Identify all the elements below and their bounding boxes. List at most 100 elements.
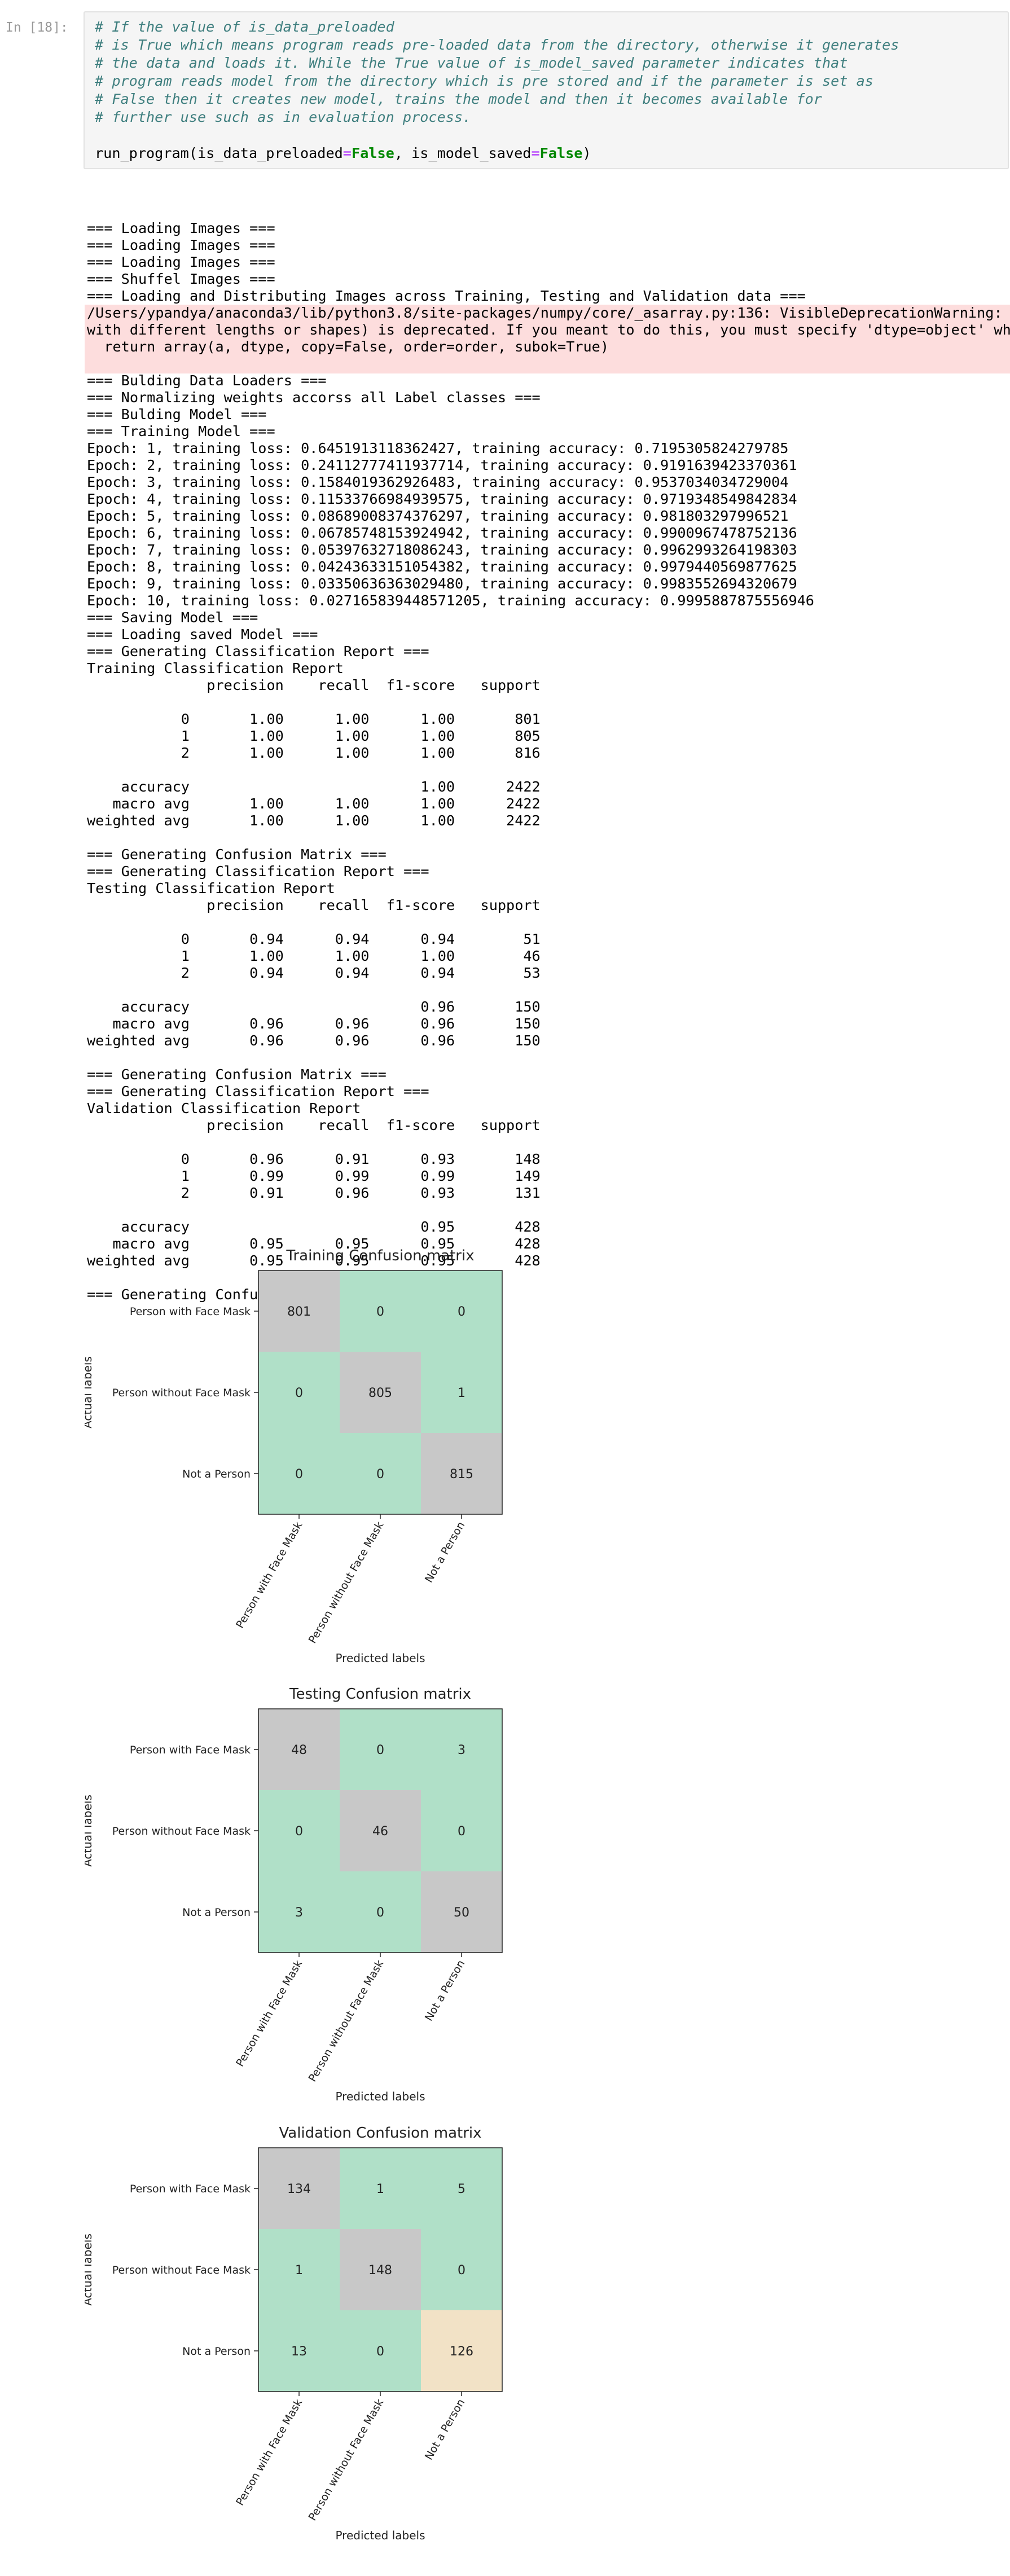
y-tick-label: Person without Face Mask — [112, 2264, 251, 2276]
matrix-cell-value: 0 — [376, 1467, 384, 1482]
matrix-cell-value: 48 — [291, 1743, 307, 1757]
matrix-cell — [421, 1271, 502, 1352]
code-comment-line: # is True which means program reads pre-… — [95, 37, 899, 53]
x-tick-label: Person with Face Mask — [234, 2397, 305, 2508]
matrix-cell-value: 0 — [295, 1825, 303, 1839]
y-tick-label: Person with Face Mask — [130, 2183, 251, 2195]
y-tick-label: Person without Face Mask — [112, 1825, 251, 1838]
matrix-cell-value: 0 — [376, 1743, 384, 1757]
stdout-before-warning: === Loading Images === === Loading Image… — [87, 220, 806, 304]
x-tick-label: Person with Face Mask — [234, 1520, 305, 1630]
matrix-cell-value: 46 — [372, 1825, 388, 1839]
matrix-cell — [258, 1790, 340, 1871]
matrix-cell — [421, 2148, 502, 2229]
y-axis-label: Actual labels — [85, 2234, 94, 2306]
matrix-cell — [258, 1871, 340, 1953]
matrix-cell-value: 0 — [376, 1305, 384, 1319]
code-comment-line: # If the value of is_data_preloaded — [95, 19, 394, 35]
x-tick-label: Not a Person — [423, 1958, 467, 2024]
matrix-cell-value: 0 — [376, 2345, 384, 2359]
code-comment-line: # further use such as in evaluation proc… — [95, 109, 472, 125]
testing-confusion-matrix-chart: Testing Confusion matrix 48 0 3 0 46 0 3 0 50 Pers… — [85, 1686, 503, 2103]
y-tick-label: Not a Person — [182, 2345, 251, 2358]
matrix-cell-value: 148 — [368, 2263, 392, 2278]
y-tick-label: Person without Face Mask — [112, 1387, 251, 1399]
matrix-cell-value: 1 — [295, 2263, 303, 2278]
matrix-cell — [340, 2229, 421, 2310]
matrix-cell-value: 3 — [458, 1743, 466, 1757]
matrix-cell — [421, 1790, 502, 1871]
code-editor[interactable]: # If the value of is_data_preloaded # is … — [95, 18, 899, 162]
y-tick-label: Person with Face Mask — [130, 1744, 251, 1756]
matrix-cell — [340, 1271, 421, 1352]
matrix-cell-value: 1 — [376, 2182, 384, 2196]
matrix-cell-value: 134 — [287, 2182, 311, 2196]
matrix-cell-value: 13 — [291, 2345, 307, 2359]
x-axis-label: Predicted labels — [335, 2090, 425, 2103]
code-comment-line: # the data and loads it. While the True … — [95, 55, 848, 71]
code-close-paren: ) — [582, 145, 591, 161]
x-axis-label: Predicted labels — [335, 1651, 425, 1665]
matrix-cell — [340, 2148, 421, 2229]
matrix-cell — [340, 1352, 421, 1433]
matrix-cell-value: 0 — [295, 1386, 303, 1400]
matrix-cell — [421, 2310, 502, 2392]
training-confusion-matrix-chart: Training Confusion matrix 801 0 0 0 805 1 0 0 815… — [85, 1247, 503, 1665]
y-tick-label: Not a Person — [182, 1906, 251, 1919]
validation-confusion-matrix-chart: Validation Confusion matrix 134 1 5 1 148 0 13 0… — [85, 2125, 503, 2542]
code-arg-name: is_data_preloaded — [197, 145, 343, 161]
stdout-after-warning: === Bulding Data Loaders === === Normali… — [87, 372, 814, 1303]
matrix-cell-value: 805 — [368, 1386, 392, 1400]
y-tick-label: Not a Person — [182, 1468, 251, 1480]
matrix-cell — [258, 2148, 340, 2229]
matrix-cell — [421, 1352, 502, 1433]
y-axis-label: Actual labels — [85, 1795, 94, 1867]
matrix-cell-value: 0 — [458, 2263, 466, 2278]
matrix-cell-value: 50 — [454, 1906, 469, 1920]
matrix-cell — [340, 1433, 421, 1514]
warning-text: /Users/ypandya/anaconda3/lib/python3.8/s… — [87, 305, 1010, 355]
matrix-cell — [258, 1709, 340, 1790]
matrix-cell-value: 801 — [287, 1305, 311, 1319]
matrix-cell-value: 126 — [450, 2345, 473, 2359]
matrix-cell — [258, 1352, 340, 1433]
matrix-cell — [258, 1271, 340, 1352]
matrix-cell — [340, 1709, 421, 1790]
x-tick-label: Person with Face Mask — [234, 1958, 305, 2069]
code-comment-line: # False then it creates new model, train… — [95, 91, 822, 107]
matrix-cell-value: 1 — [458, 1386, 466, 1400]
y-tick-label: Person with Face Mask — [130, 1305, 251, 1318]
matrix-cell — [421, 1709, 502, 1790]
code-cell[interactable]: # If the value of is_data_preloaded # is … — [84, 11, 1009, 169]
code-call-line: run_program(is_data_preloaded=False, is_… — [95, 144, 899, 162]
matrix-cell — [258, 2310, 340, 2392]
matrix-cell-value: 0 — [458, 1825, 466, 1839]
x-tick-label: Not a Person — [423, 1520, 467, 1585]
matrix-cell-value: 0 — [458, 1305, 466, 1319]
matrix-cell — [340, 1871, 421, 1953]
code-keyword: False — [539, 145, 583, 161]
y-axis-label: Actual labels — [85, 1356, 94, 1428]
x-axis-label: Predicted labels — [335, 2529, 425, 2542]
matrix-cell — [258, 2229, 340, 2310]
chart-title: Training Confusion matrix — [286, 1247, 474, 1264]
stderr-warning: /Users/ypandya/anaconda3/lib/python3.8/s… — [85, 305, 1010, 373]
chart-title: Testing Confusion matrix — [289, 1686, 471, 1703]
chart-title: Validation Confusion matrix — [279, 2125, 482, 2142]
matrix-cell — [421, 2229, 502, 2310]
code-operator: = — [531, 145, 540, 161]
x-tick-label: Person without Face Mask — [306, 2397, 387, 2523]
matrix-cell — [340, 2310, 421, 2392]
x-tick-label: Not a Person — [423, 2397, 467, 2463]
matrix-cell-value: 0 — [295, 1467, 303, 1482]
code-operator: = — [342, 145, 352, 161]
x-tick-label: Person without Face Mask — [306, 1520, 387, 1646]
matrix-cell — [258, 1433, 340, 1514]
matrix-cell-value: 815 — [450, 1467, 473, 1482]
matrix-cell — [340, 1790, 421, 1871]
matrix-cell-value: 0 — [376, 1906, 384, 1920]
code-separator: , — [394, 145, 412, 161]
matrix-cell-value: 3 — [295, 1906, 303, 1920]
cell-prompt: In [18]: — [6, 20, 68, 35]
matrix-cell — [421, 1433, 502, 1514]
